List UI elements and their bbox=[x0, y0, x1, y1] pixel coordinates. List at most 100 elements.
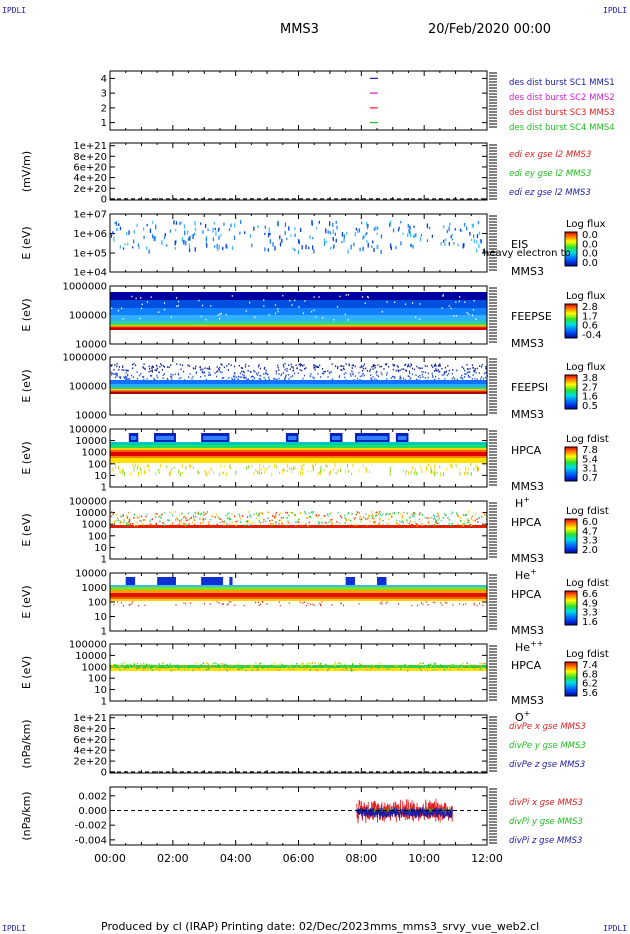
pixel bbox=[240, 376, 243, 379]
pixel bbox=[356, 511, 358, 513]
pixel bbox=[304, 667, 306, 670]
pixel bbox=[190, 517, 193, 519]
pixel bbox=[389, 471, 391, 476]
pixel bbox=[157, 664, 159, 667]
pixel bbox=[359, 375, 361, 378]
pixel bbox=[222, 603, 224, 605]
pixel bbox=[375, 515, 377, 517]
pixel bbox=[410, 363, 412, 365]
pixel bbox=[334, 667, 337, 670]
pixel bbox=[328, 521, 330, 523]
pixel bbox=[223, 366, 225, 369]
pixel bbox=[391, 515, 393, 518]
pixel bbox=[258, 364, 260, 366]
corner-label-bottom-left: IPDLI bbox=[2, 924, 27, 933]
pixel bbox=[298, 518, 300, 521]
pixel bbox=[419, 374, 421, 377]
pixel bbox=[341, 516, 343, 519]
pixel bbox=[236, 520, 239, 523]
pixel bbox=[151, 367, 153, 370]
pixel bbox=[230, 601, 232, 603]
pixel bbox=[359, 247, 361, 252]
pixel bbox=[439, 363, 441, 366]
pixel bbox=[231, 513, 233, 515]
corner-label-top-left: IPDLI bbox=[2, 6, 27, 15]
pixel bbox=[113, 236, 115, 242]
pixel bbox=[319, 602, 321, 605]
pixel bbox=[323, 370, 325, 373]
pixel bbox=[376, 379, 378, 381]
pixel bbox=[204, 367, 206, 369]
pixel bbox=[151, 369, 153, 372]
pixel bbox=[328, 667, 330, 670]
pixel bbox=[142, 669, 144, 671]
pixel bbox=[143, 363, 145, 365]
pixel bbox=[195, 365, 197, 368]
pixel bbox=[197, 511, 199, 514]
pixel bbox=[279, 668, 281, 670]
pixel bbox=[366, 295, 369, 298]
pixel bbox=[469, 376, 471, 378]
pixel bbox=[328, 221, 331, 227]
pixel bbox=[402, 666, 404, 668]
pixel bbox=[396, 522, 398, 525]
pixel bbox=[247, 520, 249, 523]
pixel bbox=[278, 514, 280, 516]
pixel bbox=[394, 376, 396, 378]
pixel bbox=[248, 514, 251, 517]
pixel bbox=[197, 512, 199, 515]
pixel bbox=[340, 369, 342, 371]
pixel bbox=[410, 377, 412, 379]
corner-label-bottom-right: IPDLI bbox=[603, 924, 628, 933]
pixel bbox=[111, 515, 113, 517]
pixel bbox=[122, 470, 124, 475]
pixel bbox=[421, 522, 423, 525]
pixel bbox=[277, 307, 279, 310]
pixel bbox=[129, 377, 131, 380]
pixel bbox=[350, 523, 352, 525]
pixel bbox=[388, 513, 390, 516]
pixel bbox=[443, 372, 445, 374]
pixel bbox=[204, 223, 207, 228]
pixel bbox=[467, 368, 469, 371]
pixel bbox=[249, 522, 251, 525]
pixel bbox=[138, 517, 140, 519]
pixel bbox=[321, 601, 323, 603]
pixel bbox=[426, 465, 428, 468]
pixel bbox=[457, 243, 459, 247]
pixel bbox=[243, 371, 245, 374]
pixel bbox=[116, 372, 118, 375]
pixel bbox=[175, 221, 178, 225]
pixel bbox=[298, 306, 300, 308]
legend-entry: edi ez gse l2 MMS3 bbox=[509, 188, 591, 198]
y-tick-label: 100 bbox=[88, 674, 107, 685]
y-axis-label-5: E (eV) bbox=[20, 441, 33, 474]
pixel bbox=[151, 375, 153, 377]
pixel bbox=[332, 664, 334, 666]
pixel bbox=[155, 471, 157, 476]
pixel bbox=[217, 228, 220, 232]
pixel bbox=[269, 519, 271, 522]
pixel bbox=[315, 514, 318, 517]
pixel bbox=[426, 365, 428, 368]
pixel bbox=[226, 524, 229, 527]
pixel bbox=[438, 364, 440, 367]
pixel bbox=[176, 663, 179, 666]
pixel bbox=[421, 514, 423, 516]
pixel bbox=[389, 220, 392, 226]
pixel bbox=[285, 375, 287, 378]
pixel bbox=[387, 518, 390, 520]
colorbar-tick-label: 0.0 bbox=[582, 258, 598, 269]
pixel bbox=[387, 668, 389, 670]
pixel bbox=[348, 470, 350, 473]
pixel bbox=[372, 516, 375, 519]
pixel bbox=[253, 471, 255, 476]
pixel bbox=[334, 662, 336, 664]
pixel bbox=[263, 368, 265, 370]
pixel bbox=[234, 372, 236, 375]
pixel bbox=[441, 367, 443, 370]
pixel bbox=[318, 662, 320, 664]
pixel bbox=[293, 372, 296, 375]
pixel bbox=[434, 363, 436, 366]
pixel bbox=[359, 378, 361, 381]
